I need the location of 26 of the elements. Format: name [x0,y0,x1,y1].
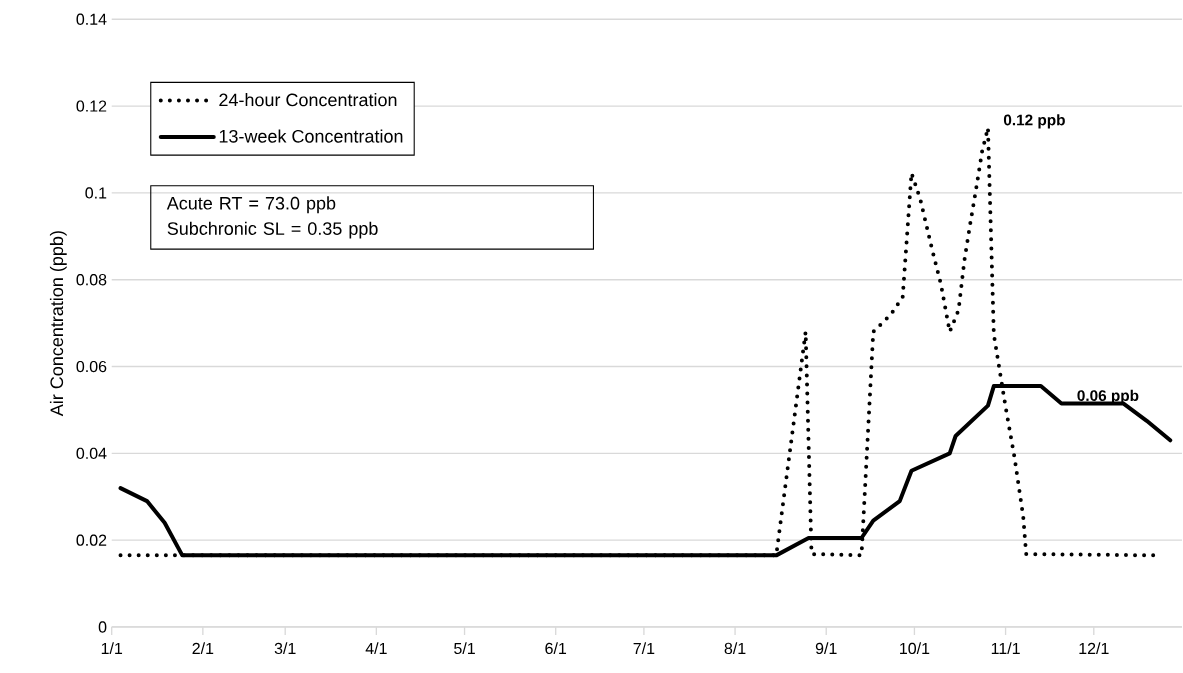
legend-label: 24-hour Concentration [219,93,397,107]
y-tick-label: 0.06 [76,360,107,373]
annotation: Subchronic SL = 0.35 ppb [167,221,378,239]
x-tick-label: 1/1 [101,642,123,655]
x-tick-label: 6/1 [545,642,567,655]
x-tick-label: 3/1 [274,642,296,655]
y-tick-label: 0.14 [76,13,107,25]
annotation: 0.12 ppb [1003,114,1065,129]
x-tick-label: 12/1 [1079,642,1109,655]
y-tick-label: 0 [98,621,107,633]
annotation: Acute RT = 73.0 ppb [166,196,336,214]
y-axis-title: Air Concentration (ppb) [49,231,67,417]
y-tick-label: 0.02 [76,534,107,546]
legend-label: 13-week Concentration [219,129,403,143]
x-tick-label: 11/1 [991,642,1020,655]
y-tick-label: 0.12 [76,100,107,112]
y-tick-label: 0.04 [76,447,107,460]
y-tick-label: 0.08 [76,274,107,286]
x-tick-label: 2/1 [192,642,214,655]
y-tick-label: 0.1 [85,187,107,199]
x-tick-label: 9/1 [815,642,837,655]
x-tick-label: 10/1 [900,642,930,655]
x-tick-label: 7/1 [633,642,655,655]
x-tick-label: 4/1 [365,642,387,655]
x-tick-label: 5/1 [454,642,475,655]
x-tick-label: 8/1 [724,642,746,655]
